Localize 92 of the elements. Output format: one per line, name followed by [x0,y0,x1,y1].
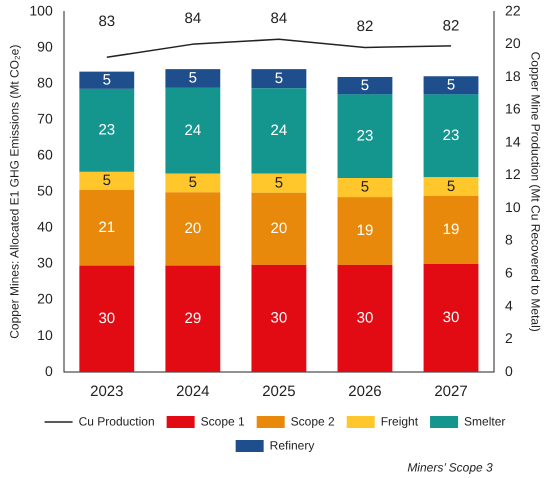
data-label: 23 [356,127,374,144]
text: Miners’ Scope 3 [407,460,494,474]
bar [165,192,220,266]
bar [165,69,220,88]
total-label: 84 [270,10,288,28]
y-tick-label: 50 [37,182,53,199]
bar [338,94,392,178]
data-label: 5 [102,172,111,190]
y-tick-label: 20 [37,290,53,307]
y2-tick-label: 8 [505,232,514,248]
data-label: 30 [270,310,288,327]
y2-tick-label: 12 [505,166,521,182]
data-label: 5 [360,76,370,94]
y-tick-label: 30 [37,254,53,271]
data-label: 29 [184,310,202,327]
bar [424,76,478,94]
bar [338,197,392,265]
y2-tick-label: 14 [505,133,521,150]
data-label: 23 [98,122,116,139]
bar [165,88,220,174]
legend-label: Cu Production [78,414,155,428]
total-label: 84 [184,10,202,28]
bar [424,94,478,178]
data-label: 30 [98,310,116,327]
data-label: 20 [270,220,288,237]
data-label: 5 [446,76,456,94]
y2-tick-label: 18 [505,68,521,84]
bar [165,174,220,192]
x-tick-label: 2027 [434,383,468,400]
bar [424,196,478,264]
bar [251,192,306,265]
bar [338,178,392,198]
legend-label: Refinery [270,438,314,452]
bar [424,264,478,372]
x-tick-label: 2026 [348,383,382,400]
bar [338,77,392,94]
y2-tick-label: 4 [505,297,514,314]
bar [79,172,134,190]
y2-tick-label: 10 [505,198,521,215]
total-label: 82 [442,17,460,34]
bar [251,88,306,174]
y-tick-label: 0 [44,362,53,379]
data-label: 5 [274,174,284,192]
y2-tick-label: 20 [505,35,521,52]
y2-tick-label: 22 [505,2,521,18]
data-label: 5 [446,178,456,195]
legend-label: Scope 1 [200,414,245,428]
data-label: 5 [274,70,284,87]
y-tick-label: 90 [37,38,53,54]
data-label: 23 [442,126,460,144]
bar [251,264,306,372]
data-label: 19 [356,222,374,240]
y-tick-label: 70 [37,110,53,126]
total-label: 82 [356,18,374,36]
y-axis-title: Copper Mines: Allocated E1 GHG Emissions (Mt CO₂e) [8,44,22,339]
bar [251,69,306,88]
legend-label: Freight [380,414,419,428]
bar [251,174,306,193]
data-label: 24 [270,122,288,140]
x-tick-label: 2023 [90,383,124,400]
bar [79,88,134,172]
y-tick-label: 40 [37,218,53,235]
legend-label: Scope 2 [290,414,336,428]
bar [79,190,134,266]
data-label: 24 [184,122,202,139]
x-tick-label: 2025 [262,383,296,400]
x-tick-label: 2024 [176,383,210,400]
y-tick-label: 60 [37,146,53,162]
data-label: 19 [442,221,460,238]
y2-tick-label: 2 [505,330,514,346]
y2-axis-title: Copper Mine Production (Mt Cu Recovered to Metal) [528,52,542,332]
data-label: 5 [360,178,370,196]
data-label: 5 [102,71,111,88]
y-tick-label: 100 [29,2,53,18]
y-tick-label: 80 [37,74,53,90]
bar [79,266,134,372]
data-label: 21 [98,218,116,236]
legend-label: Smelter [464,414,506,428]
data-label: 5 [188,70,198,87]
y2-tick-label: 6 [505,264,514,281]
bar [165,266,220,372]
data-label: 30 [356,310,374,327]
y2-tick-label: 16 [505,100,521,117]
bar [338,264,392,372]
bar [79,72,134,89]
total-label: 83 [98,12,116,30]
data-label: 5 [188,174,198,192]
bar [424,177,478,196]
y2-tick-label: 0 [505,362,514,379]
data-label: 20 [184,220,202,238]
data-label: 30 [442,309,460,326]
y-tick-label: 10 [37,326,53,343]
